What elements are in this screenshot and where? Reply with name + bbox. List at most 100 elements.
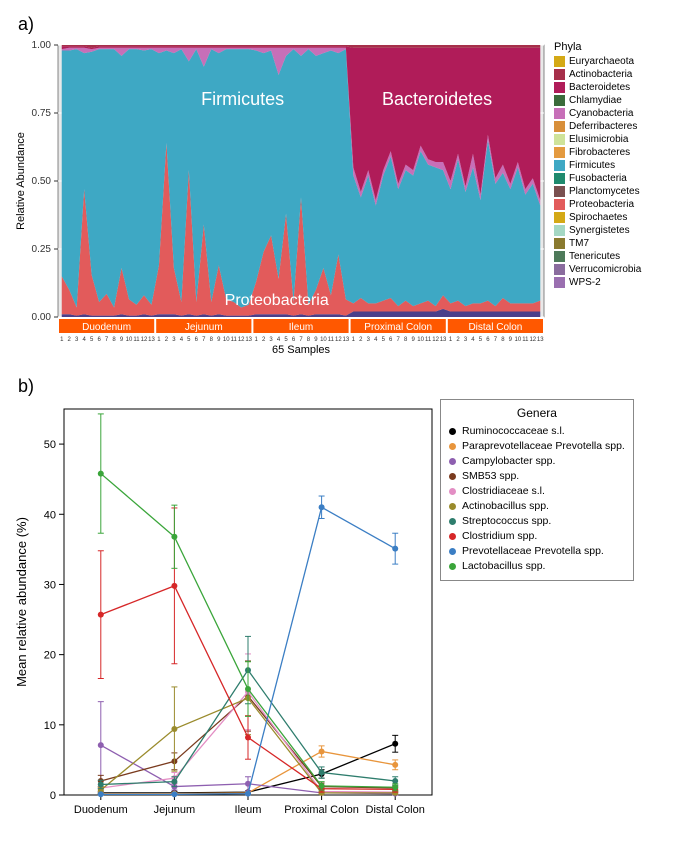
svg-text:7: 7 bbox=[397, 337, 401, 343]
legend-label: Bacteroidetes bbox=[569, 81, 630, 94]
genera-legend-title: Genera bbox=[449, 406, 625, 420]
svg-text:8: 8 bbox=[307, 337, 311, 343]
phyla-legend-item: Synergistetes bbox=[554, 224, 641, 237]
svg-text:10: 10 bbox=[126, 337, 133, 343]
svg-text:11: 11 bbox=[328, 337, 335, 343]
legend-swatch bbox=[554, 108, 565, 119]
svg-text:5: 5 bbox=[284, 337, 288, 343]
legend-label: Paraprevotellaceae Prevotella spp. bbox=[462, 439, 625, 454]
svg-text:12: 12 bbox=[141, 337, 148, 343]
legend-swatch bbox=[554, 56, 565, 67]
svg-text:6: 6 bbox=[486, 337, 490, 343]
svg-text:4: 4 bbox=[180, 337, 184, 343]
phyla-legend-item: Firmicutes bbox=[554, 159, 641, 172]
svg-text:11: 11 bbox=[133, 337, 140, 343]
svg-text:11: 11 bbox=[425, 337, 432, 343]
svg-text:6: 6 bbox=[97, 337, 101, 343]
svg-text:Distal Colon: Distal Colon bbox=[366, 804, 425, 816]
genera-legend-item: Paraprevotellaceae Prevotella spp. bbox=[449, 439, 625, 454]
legend-label: Fibrobacteres bbox=[569, 146, 630, 159]
legend-label: Cyanobacteria bbox=[569, 107, 633, 120]
svg-text:1.00: 1.00 bbox=[32, 40, 52, 51]
legend-swatch bbox=[554, 121, 565, 132]
svg-text:10: 10 bbox=[44, 720, 56, 732]
svg-text:3: 3 bbox=[172, 337, 176, 343]
svg-text:13: 13 bbox=[440, 337, 447, 343]
svg-text:12: 12 bbox=[238, 337, 245, 343]
legend-swatch bbox=[554, 251, 565, 262]
svg-text:0.50: 0.50 bbox=[32, 176, 52, 187]
svg-text:2: 2 bbox=[262, 337, 266, 343]
svg-text:6: 6 bbox=[292, 337, 296, 343]
panel-b-chart: 01020304050Mean relative abundance (%)Du… bbox=[10, 399, 440, 834]
phyla-legend-item: TM7 bbox=[554, 237, 641, 250]
legend-label: Proteobacteria bbox=[569, 198, 634, 211]
svg-text:9: 9 bbox=[411, 337, 415, 343]
panel-a-legend: Phyla EuryarchaeotaActinobacteriaBactero… bbox=[550, 37, 645, 293]
svg-text:Proximal Colon: Proximal Colon bbox=[364, 322, 432, 333]
svg-text:20: 20 bbox=[44, 650, 56, 662]
svg-text:1: 1 bbox=[157, 337, 161, 343]
svg-text:30: 30 bbox=[44, 579, 56, 591]
legend-label: Actinobacillus spp. bbox=[462, 499, 549, 514]
panel-a-label: a) bbox=[18, 14, 665, 35]
svg-text:Duodenum: Duodenum bbox=[82, 322, 131, 333]
svg-text:5: 5 bbox=[187, 337, 191, 343]
svg-text:3: 3 bbox=[464, 337, 468, 343]
legend-label: Ruminococcaceae s.l. bbox=[462, 424, 565, 439]
phyla-legend-item: Elusimicrobia bbox=[554, 133, 641, 146]
legend-label: Actinobacteria bbox=[569, 68, 632, 81]
svg-text:40: 40 bbox=[44, 509, 56, 521]
svg-text:1: 1 bbox=[60, 337, 64, 343]
svg-text:5: 5 bbox=[479, 337, 483, 343]
svg-text:13: 13 bbox=[537, 337, 544, 343]
phyla-legend-item: Cyanobacteria bbox=[554, 107, 641, 120]
legend-swatch bbox=[554, 95, 565, 106]
svg-text:1: 1 bbox=[352, 337, 356, 343]
svg-text:2: 2 bbox=[456, 337, 460, 343]
legend-swatch bbox=[554, 173, 565, 184]
svg-text:5: 5 bbox=[382, 337, 386, 343]
phyla-legend-item: Spirochaetes bbox=[554, 211, 641, 224]
svg-text:8: 8 bbox=[210, 337, 214, 343]
genera-legend-item: Campylobacter spp. bbox=[449, 454, 625, 469]
svg-text:Mean relative abundance (%): Mean relative abundance (%) bbox=[14, 517, 29, 687]
svg-text:8: 8 bbox=[404, 337, 408, 343]
svg-text:6: 6 bbox=[195, 337, 199, 343]
genera-legend-item: Ruminococcaceae s.l. bbox=[449, 424, 625, 439]
legend-label: Clostridium spp. bbox=[462, 529, 537, 544]
phyla-legend-item: Fusobacteria bbox=[554, 172, 641, 185]
genera-legend-item: Clostridium spp. bbox=[449, 529, 625, 544]
phyla-legend-title: Phyla bbox=[554, 41, 641, 53]
legend-swatch bbox=[554, 69, 565, 80]
svg-text:Duodenum: Duodenum bbox=[74, 804, 128, 816]
svg-text:Relative Abundance: Relative Abundance bbox=[15, 132, 27, 230]
legend-swatch bbox=[554, 147, 565, 158]
svg-text:10: 10 bbox=[514, 337, 521, 343]
legend-swatch bbox=[554, 134, 565, 145]
svg-text:9: 9 bbox=[120, 337, 124, 343]
svg-text:7: 7 bbox=[105, 337, 109, 343]
svg-text:50: 50 bbox=[44, 439, 56, 451]
svg-text:8: 8 bbox=[501, 337, 505, 343]
svg-text:13: 13 bbox=[343, 337, 350, 343]
svg-text:1: 1 bbox=[254, 337, 258, 343]
svg-text:Firmicutes: Firmicutes bbox=[201, 89, 284, 109]
phyla-legend-item: Tenericutes bbox=[554, 250, 641, 263]
legend-dot bbox=[449, 518, 456, 525]
svg-text:Ileum: Ileum bbox=[235, 804, 262, 816]
genera-legend-item: SMB53 spp. bbox=[449, 469, 625, 484]
legend-label: Campylobacter spp. bbox=[462, 454, 555, 469]
phyla-legend-item: WPS-2 bbox=[554, 276, 641, 289]
svg-text:6: 6 bbox=[389, 337, 393, 343]
genera-legend-item: Clostridiaceae s.l. bbox=[449, 484, 625, 499]
legend-label: Deferribacteres bbox=[569, 120, 637, 133]
svg-text:3: 3 bbox=[367, 337, 371, 343]
svg-text:12: 12 bbox=[335, 337, 342, 343]
legend-label: Spirochaetes bbox=[569, 211, 627, 224]
svg-text:0.00: 0.00 bbox=[32, 312, 52, 323]
legend-label: Lactobacillus spp. bbox=[462, 559, 545, 574]
phyla-legend-item: Euryarchaeota bbox=[554, 55, 641, 68]
svg-text:7: 7 bbox=[494, 337, 498, 343]
legend-label: WPS-2 bbox=[569, 276, 601, 289]
